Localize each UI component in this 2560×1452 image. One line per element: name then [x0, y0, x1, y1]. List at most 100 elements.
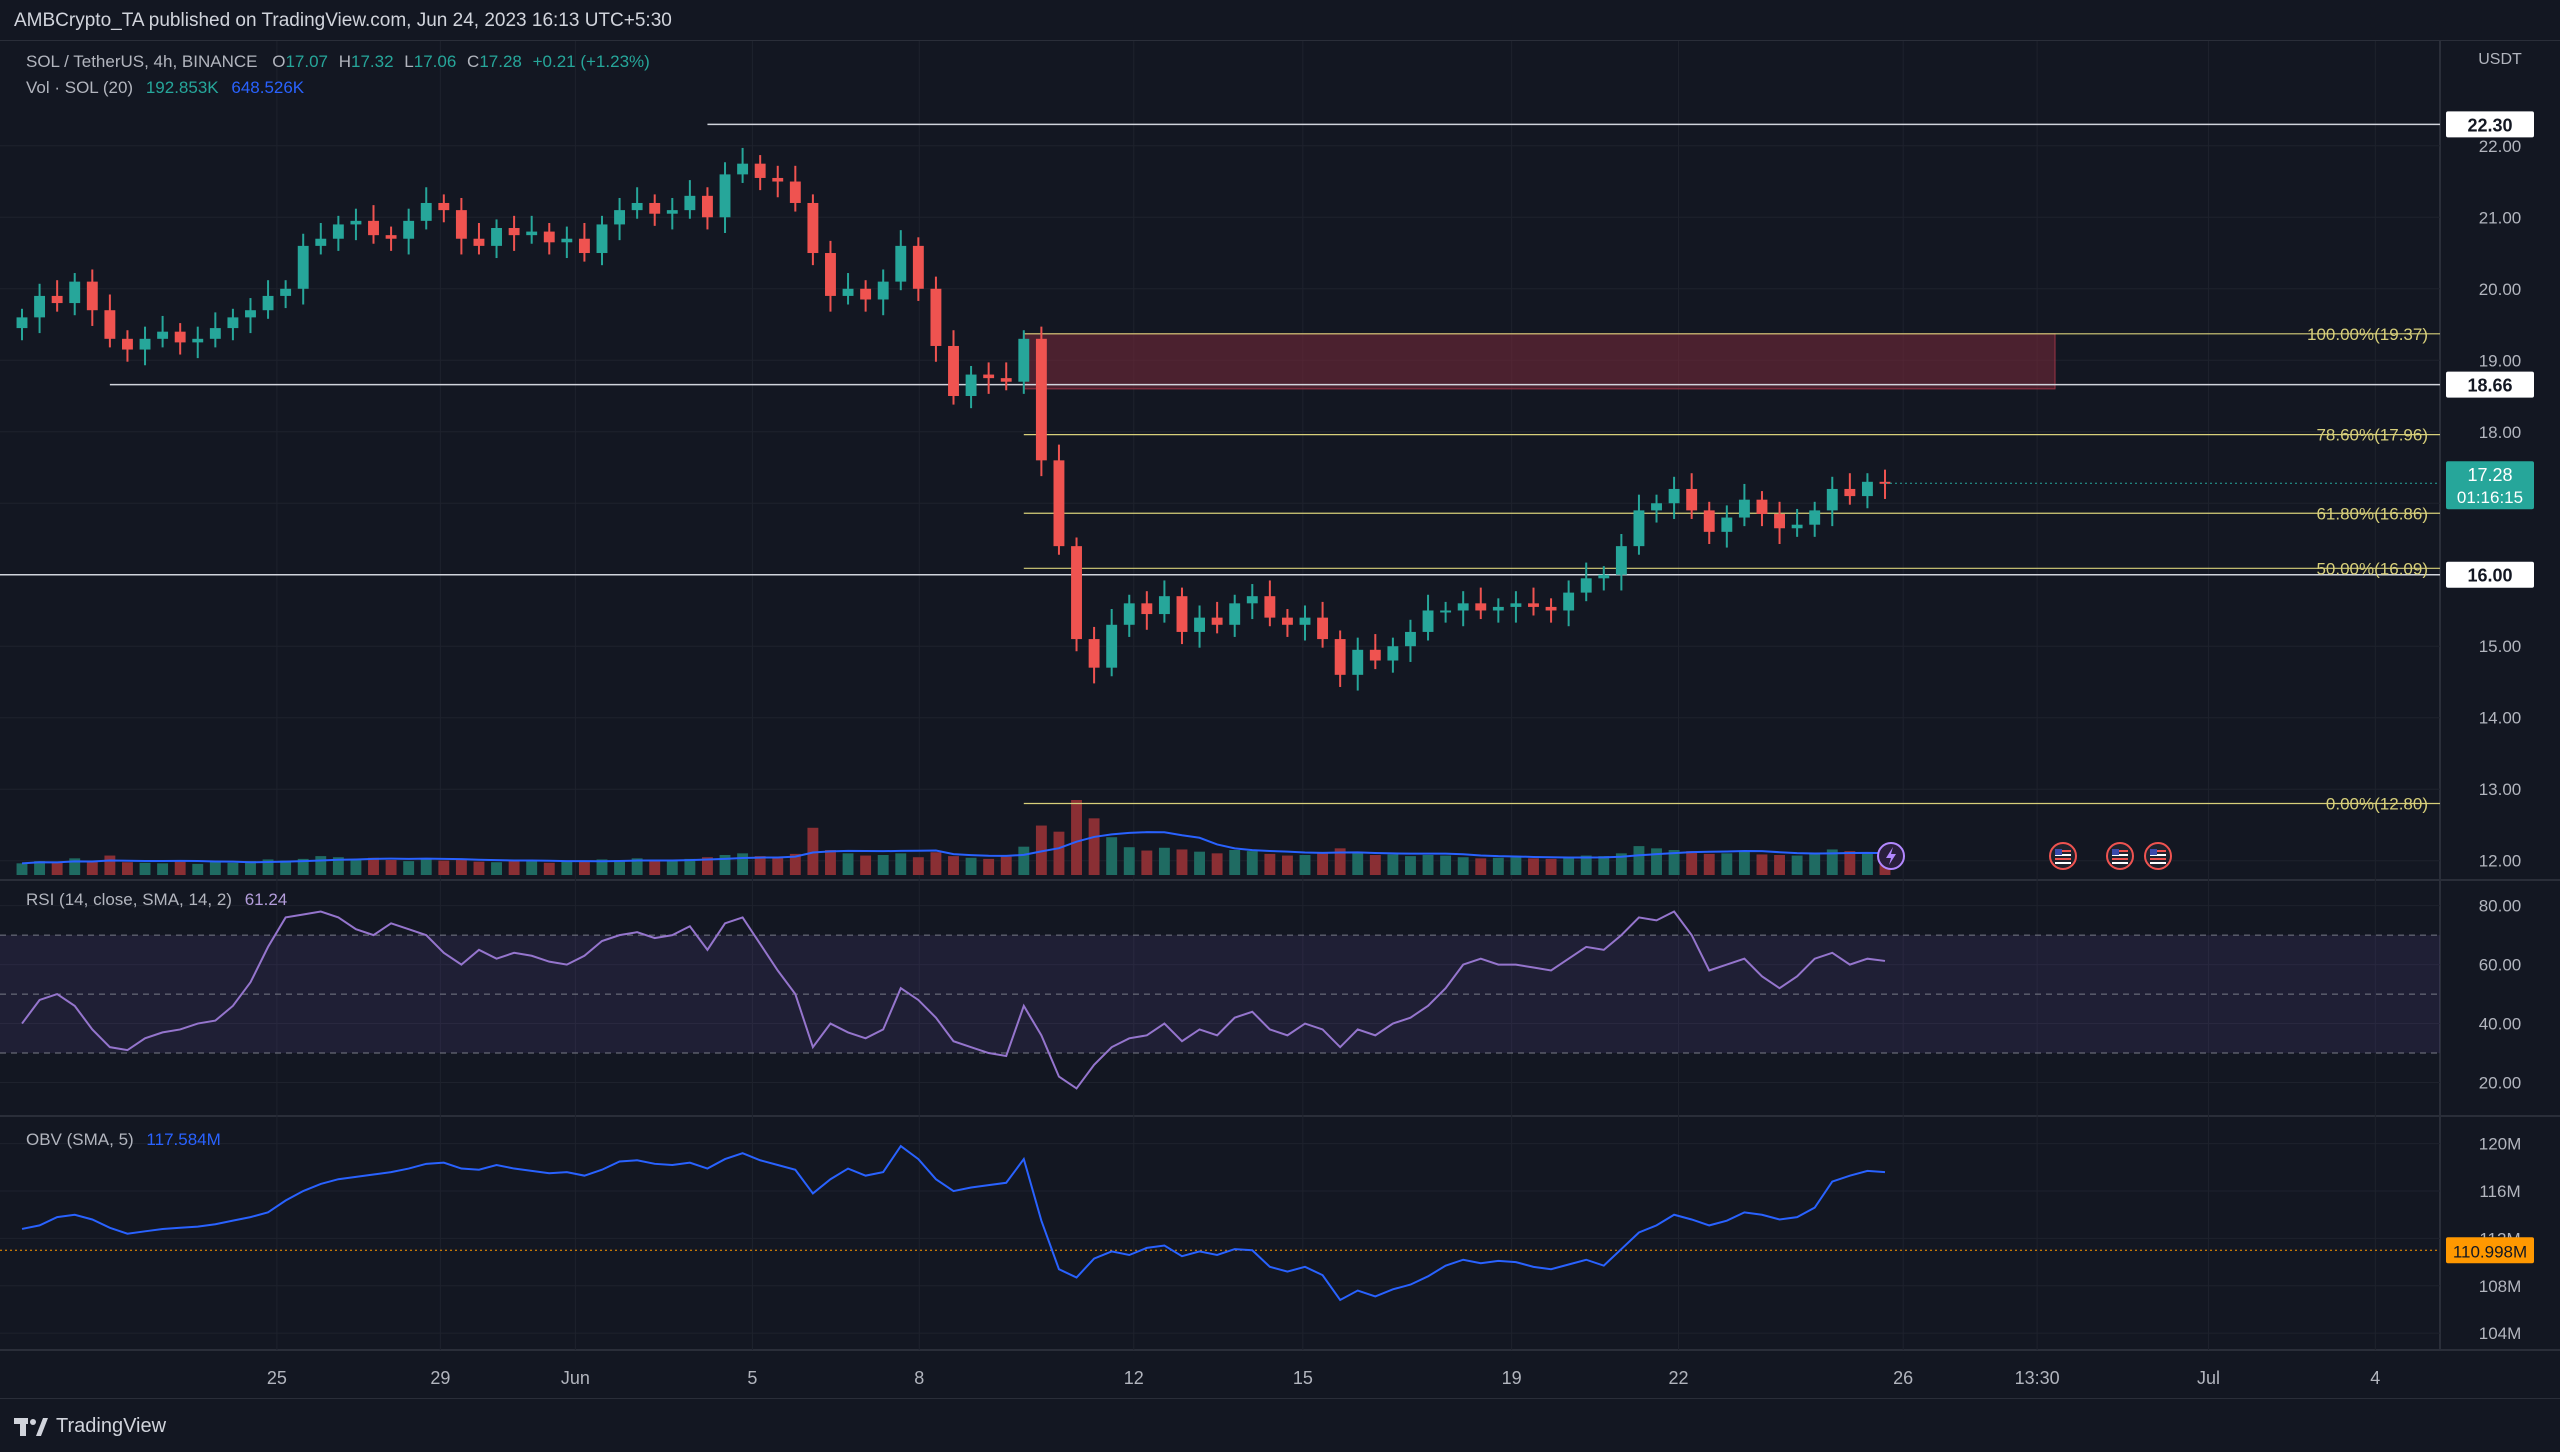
volume-bar [491, 862, 502, 875]
us-flag-icon [2106, 842, 2134, 870]
candle-body [1528, 603, 1539, 607]
tradingview-logo-icon [14, 1417, 48, 1436]
time-tick-label: Jul [2197, 1368, 2220, 1388]
flag-stripe [2055, 850, 2071, 852]
volume-bar [438, 860, 450, 875]
volume-bar [262, 859, 274, 875]
time-tick-label: 15 [1293, 1368, 1313, 1388]
volume-bar [877, 855, 889, 875]
candle-body [1563, 592, 1575, 611]
candle-body [1229, 603, 1241, 625]
candle-body [508, 228, 520, 236]
rsi-tick-label: 80.00 [2479, 897, 2522, 916]
flag-stripe [2055, 858, 2071, 860]
volume-bar [508, 861, 520, 875]
volume-bar [473, 861, 485, 875]
volume-bar [122, 862, 133, 875]
volume-bar [1281, 855, 1293, 875]
volume-legend: Vol · SOL (20) 192.853K 648.526K [26, 78, 304, 98]
candle-body [1756, 499, 1768, 514]
candle-body [280, 288, 292, 296]
volume-bar [1809, 853, 1821, 875]
rsi-tick-label: 40.00 [2479, 1015, 2522, 1034]
flag-stripe [2055, 854, 2071, 856]
volume-bar [842, 853, 854, 875]
candle-body [1035, 338, 1047, 461]
volume-bar [1158, 847, 1170, 875]
candle-body [1211, 617, 1223, 625]
volume-bar [1686, 851, 1698, 875]
level-price-tag-text: 22.30 [2467, 115, 2512, 135]
candle-body [1545, 606, 1557, 611]
volume-bar [825, 850, 836, 875]
open-label: O [272, 52, 286, 71]
candle-body [1774, 513, 1785, 529]
obv-value: 117.584M [146, 1130, 221, 1149]
candle-body [1457, 603, 1469, 611]
price-tick-label: 21.00 [2479, 208, 2522, 227]
candle-body [596, 224, 608, 254]
publisher-text: AMBCrypto_TA published on TradingView.co… [14, 10, 672, 31]
candle-body [1317, 617, 1329, 640]
volume-bar [69, 858, 81, 875]
tradingview-brand[interactable]: TradingView [14, 1415, 166, 1438]
candle-body [1844, 488, 1856, 497]
volume-bar [104, 855, 116, 875]
candle-body [69, 281, 81, 304]
candle-body [807, 202, 819, 254]
volume-bar [1352, 852, 1364, 875]
volume-bar [1844, 851, 1856, 875]
time-tick-label: 26 [1893, 1368, 1913, 1388]
candle-body [526, 231, 538, 236]
time-tick-label: Jun [561, 1368, 590, 1388]
high-value: 17.32 [351, 52, 394, 71]
time-tick-label: 13:30 [2015, 1368, 2060, 1388]
candle-body [1580, 578, 1592, 593]
candle-body [1071, 546, 1082, 640]
volume-bar [983, 858, 995, 875]
volume-bar [192, 863, 204, 875]
candle-body [86, 281, 98, 311]
candle-body [1598, 574, 1610, 579]
volume-bar [1211, 853, 1223, 875]
volume-bar [789, 853, 801, 875]
flag-stripe [2150, 854, 2166, 856]
volume-bar [1475, 858, 1487, 875]
candle-body [578, 238, 590, 254]
fib-label: 78.60%(17.96) [2316, 426, 2428, 445]
candle-body [895, 245, 907, 282]
volume-bar [1106, 837, 1118, 875]
candle-body [1440, 610, 1452, 613]
volume-bar [1000, 856, 1012, 875]
candle-body [666, 210, 678, 214]
candle-body [649, 202, 661, 214]
candle-body [860, 288, 872, 300]
candle-body [1176, 596, 1188, 632]
supply-zone-rect [1023, 333, 2056, 390]
volume-bar [209, 861, 221, 875]
time-tick-label: 19 [1502, 1368, 1522, 1388]
obv-tick-label: 108M [2479, 1277, 2522, 1296]
volume-ma-value: 648.526K [231, 78, 305, 97]
candle-body [561, 238, 573, 243]
volume-bar [578, 860, 590, 875]
horizontal-levels [0, 123, 2440, 576]
candle-body [438, 202, 450, 211]
candle-body [930, 288, 942, 346]
candle-body [1106, 624, 1118, 668]
volume-bar [1422, 855, 1434, 875]
volume-bar [1334, 848, 1346, 875]
candle-body [403, 220, 415, 239]
candle-body [737, 163, 749, 175]
candle-body [614, 210, 626, 225]
volume-bar [1703, 853, 1715, 875]
price-tick-label: 15.00 [2479, 637, 2522, 656]
volume-bar [1176, 849, 1188, 875]
time-tick-label: 5 [747, 1368, 757, 1388]
candle-body [332, 224, 344, 239]
flag-stripe [2112, 858, 2128, 860]
volume-bar [1668, 850, 1680, 875]
candles [16, 147, 1891, 691]
candle-body [1615, 546, 1627, 575]
